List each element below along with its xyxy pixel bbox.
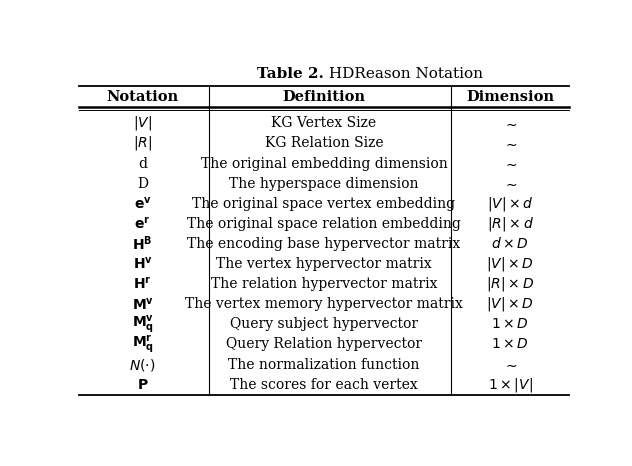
Text: The scores for each vertex: The scores for each vertex <box>230 377 418 391</box>
Text: $\mathbf{e}^{\mathbf{v}}$: $\mathbf{e}^{\mathbf{v}}$ <box>134 196 152 212</box>
Text: The original embedding dimension: The original embedding dimension <box>200 157 447 171</box>
Text: $1 \times D$: $1 \times D$ <box>491 317 529 331</box>
Text: $\mathbf{M}_{\mathbf{q}}^{\mathbf{v}}$: $\mathbf{M}_{\mathbf{q}}^{\mathbf{v}}$ <box>131 313 154 335</box>
Text: Definition: Definition <box>283 90 365 104</box>
Text: HDReason Notation: HDReason Notation <box>324 67 483 81</box>
Text: $|R| \times d$: $|R| \times d$ <box>487 215 533 233</box>
Text: $|V| \times D$: $|V| \times D$ <box>486 255 534 273</box>
Text: $\mathbf{H}^{\mathbf{r}}$: $\mathbf{H}^{\mathbf{r}}$ <box>133 276 152 292</box>
Text: $\mathbf{P}$: $\mathbf{P}$ <box>137 377 149 391</box>
Text: $\mathbf{e}^{\mathbf{r}}$: $\mathbf{e}^{\mathbf{r}}$ <box>135 216 151 232</box>
Text: D: D <box>137 177 148 191</box>
Text: $\mathbf{H}^{\mathbf{v}}$: $\mathbf{H}^{\mathbf{v}}$ <box>133 256 153 272</box>
Text: $1 \times |V|$: $1 \times |V|$ <box>487 376 533 394</box>
Text: $d \times D$: $d \times D$ <box>491 236 529 252</box>
Text: The relation hypervector matrix: The relation hypervector matrix <box>210 277 437 291</box>
Text: Query subject hypervector: Query subject hypervector <box>230 317 418 331</box>
Text: $|V| \times d$: $|V| \times d$ <box>487 195 533 213</box>
Text: The vertex memory hypervector matrix: The vertex memory hypervector matrix <box>185 297 463 311</box>
Text: $\mathbf{M}^{\mathbf{v}}$: $\mathbf{M}^{\mathbf{v}}$ <box>131 296 154 312</box>
Text: Notation: Notation <box>107 90 179 104</box>
Text: d: d <box>138 157 147 171</box>
Text: $\sim$: $\sim$ <box>502 137 518 151</box>
Text: Dimension: Dimension <box>466 90 554 104</box>
Text: $\mathbf{M}_{\mathbf{q}}^{\mathbf{r}}$: $\mathbf{M}_{\mathbf{q}}^{\mathbf{r}}$ <box>131 334 154 355</box>
Text: KG Vertex Size: KG Vertex Size <box>271 116 377 130</box>
Text: $|V|$: $|V|$ <box>133 114 152 132</box>
Text: KG Relation Size: KG Relation Size <box>265 137 383 151</box>
Text: $|R|$: $|R|$ <box>133 135 152 152</box>
Text: The encoding base hypervector matrix: The encoding base hypervector matrix <box>187 237 461 251</box>
Text: Query Relation hypervector: Query Relation hypervector <box>226 337 422 351</box>
Text: The normalization function: The normalization function <box>228 357 420 371</box>
Text: $\sim$: $\sim$ <box>502 157 518 171</box>
Text: $\sim$: $\sim$ <box>502 177 518 191</box>
Text: $|V| \times D$: $|V| \times D$ <box>486 295 534 313</box>
Text: $N(\cdot)$: $N(\cdot)$ <box>130 356 156 372</box>
Text: $1 \times D$: $1 \times D$ <box>491 337 529 351</box>
Text: The original space vertex embedding: The original space vertex embedding <box>192 197 456 211</box>
Text: $\mathbf{H}^{\mathbf{B}}$: $\mathbf{H}^{\mathbf{B}}$ <box>133 235 153 253</box>
Text: $\sim$: $\sim$ <box>502 116 518 130</box>
Text: The hyperspace dimension: The hyperspace dimension <box>229 177 418 191</box>
Text: The original space relation embedding: The original space relation embedding <box>187 217 461 231</box>
Text: $\sim$: $\sim$ <box>502 357 518 371</box>
Text: $|R| \times D$: $|R| \times D$ <box>486 275 534 293</box>
Text: Table 2.: Table 2. <box>257 67 324 81</box>
Text: The vertex hypervector matrix: The vertex hypervector matrix <box>216 257 432 271</box>
